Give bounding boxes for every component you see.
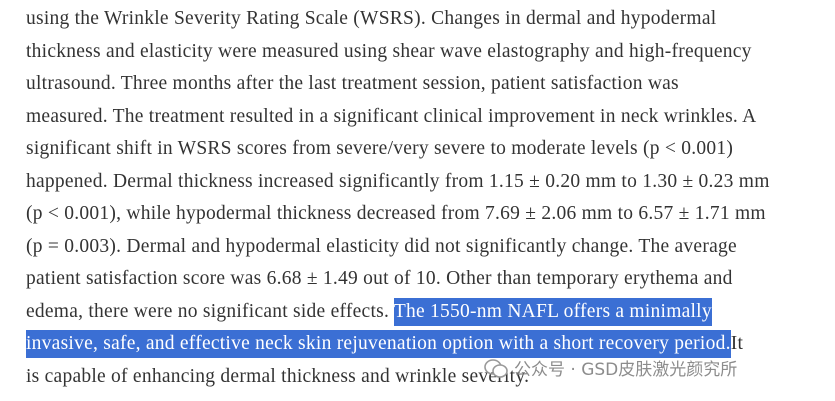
- text-line: (p < 0.001), while hypodermal thickness …: [26, 198, 770, 231]
- text-line: edema, there were no significant side ef…: [26, 296, 770, 329]
- text: is capable of enhancing dermal thickness…: [26, 365, 530, 387]
- text-line: thickness and elasticity were measured u…: [26, 36, 770, 69]
- text-line: is capable of enhancing dermal thickness…: [26, 361, 770, 394]
- text: edema, there were no significant side ef…: [26, 300, 394, 322]
- paragraph: using the Wrinkle Severity Rating Scale …: [26, 3, 770, 393]
- watermark-icon: [484, 358, 508, 378]
- text-line: happened. Dermal thickness increased sig…: [26, 166, 770, 199]
- highlighted-text: The 1550-nm NAFL offers a minimally: [393, 297, 712, 326]
- watermark-text: 公众号 · GSD皮肤激光颜究所: [514, 360, 738, 380]
- text-line: invasive, safe, and effective neck skin …: [26, 328, 770, 361]
- text-line: (p = 0.003). Dermal and hypodermal elast…: [26, 231, 770, 264]
- text: ultrasound. Three months after the last …: [26, 73, 679, 94]
- text: using the Wrinkle Severity Rating Scale …: [26, 8, 717, 29]
- text: (p < 0.001), while hypodermal thickness …: [26, 203, 766, 224]
- text: happened. Dermal thickness increased sig…: [26, 170, 770, 192]
- text: (p = 0.003). Dermal and hypodermal elast…: [26, 235, 737, 257]
- text-line: ultrasound. Three months after the last …: [26, 68, 770, 101]
- text-line: patient satisfaction score was 6.68 ± 1.…: [26, 263, 770, 296]
- text-line: significant shift in WSRS scores from se…: [26, 133, 770, 166]
- highlighted-text: invasive, safe, and effective neck skin …: [26, 330, 731, 358]
- text: significant shift in WSRS scores from se…: [26, 138, 734, 159]
- text-line: measured. The treatment resulted in a si…: [26, 101, 770, 134]
- text: measured. The treatment resulted in a si…: [26, 105, 757, 127]
- text: patient satisfaction score was 6.68 ± 1.…: [26, 268, 733, 289]
- watermark: 公众号 · GSD皮肤激光颜究所: [484, 355, 737, 380]
- text: It: [730, 333, 744, 354]
- text-line: using the Wrinkle Severity Rating Scale …: [26, 3, 770, 36]
- text: thickness and elasticity were measured u…: [26, 40, 752, 62]
